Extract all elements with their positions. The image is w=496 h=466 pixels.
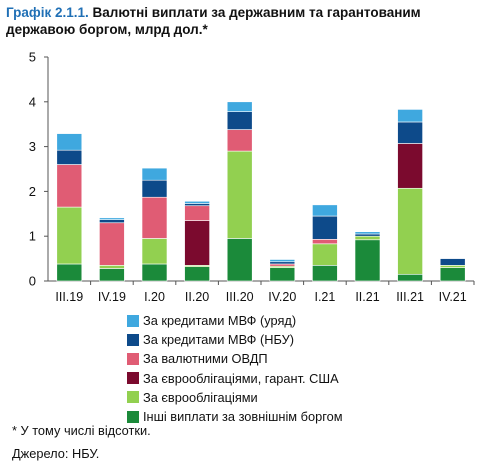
bar-segment xyxy=(269,263,296,267)
bar-segment xyxy=(56,164,83,208)
bar-segment xyxy=(141,196,168,239)
legend-label: За кредитами МВФ (НБУ) xyxy=(143,332,294,348)
bar-segment xyxy=(312,239,338,245)
bar-segment xyxy=(397,109,423,123)
bar-segment xyxy=(312,265,338,282)
legend-label: За єврооблігаціями xyxy=(143,389,258,405)
x-tick-label: III.20 xyxy=(226,290,254,304)
x-tick-label: II.20 xyxy=(185,290,209,304)
bar-segment xyxy=(397,143,423,189)
y-tick-label: 2 xyxy=(29,184,36,199)
bar-segment xyxy=(269,259,296,263)
legend-swatch xyxy=(127,352,139,365)
y-tick-label: 5 xyxy=(29,50,36,65)
bar-segment xyxy=(312,215,338,240)
stacked-bar-chart: 0 1 2 3 4 5 III.19 IV.19 I.20 II.20 III.20 IV.20 I.2… xyxy=(29,50,475,304)
bar-segment xyxy=(226,150,253,239)
x-tick-label: IV.21 xyxy=(439,290,467,304)
x-tick-label: III.19 xyxy=(55,290,83,304)
bar-segment xyxy=(312,243,338,266)
x-tick-label: II.21 xyxy=(355,290,379,304)
y-tick-label: 0 xyxy=(29,274,36,289)
bar-segment xyxy=(439,258,466,266)
chart-title-text: Валютні виплати за державним та гарантов… xyxy=(6,5,421,37)
bar-segment xyxy=(99,219,125,224)
legend-item: За єврооблігаціями, гарант. США xyxy=(127,369,343,388)
legend-swatch xyxy=(127,391,139,404)
bar-segment xyxy=(56,149,83,165)
legend-label: За кредитами МВФ (уряд) xyxy=(143,313,297,329)
bar-segment xyxy=(354,231,381,235)
bar-segment xyxy=(184,200,210,204)
legend-label: За валютними ОВДП xyxy=(143,351,268,367)
x-tick-label: IV.20 xyxy=(268,290,296,304)
legend-item: За кредитами МВФ (уряд) xyxy=(127,311,343,330)
chart-title-number: Графік 2.1.1. xyxy=(6,5,89,20)
bar-segment xyxy=(184,220,210,266)
bar-segment xyxy=(226,129,253,152)
x-tick-label: I.20 xyxy=(144,290,165,304)
bar-segment xyxy=(354,239,381,282)
bar-segment xyxy=(226,111,253,130)
legend-label: За єврооблігаціями, гарант. США xyxy=(143,370,339,386)
bar-segment xyxy=(99,217,125,220)
source-note: Джерело: НБУ. xyxy=(12,446,100,461)
bar-segment xyxy=(354,235,381,241)
legend-item: За єврооблігаціями xyxy=(127,388,343,407)
bar-segment xyxy=(56,263,83,282)
bar-segment xyxy=(184,266,210,282)
bar-segment xyxy=(184,205,210,221)
bar-segment xyxy=(312,204,338,217)
legend-item: Інші виплати за зовнішнім боргом xyxy=(127,407,343,426)
legend-swatch xyxy=(127,410,139,423)
x-tick-label: IV.19 xyxy=(98,290,126,304)
bar-segment xyxy=(397,187,423,275)
bar-segment xyxy=(269,267,296,282)
legend-swatch xyxy=(127,372,139,385)
bar-segment xyxy=(397,273,423,282)
bar-segment xyxy=(56,206,83,265)
bar-segment xyxy=(184,203,210,207)
bar-segment xyxy=(141,167,168,181)
y-tick-label: 1 xyxy=(29,229,36,244)
bar-segment xyxy=(99,265,125,269)
bar-segment xyxy=(439,267,466,282)
bar-segment xyxy=(141,263,168,282)
bar-segment xyxy=(269,261,296,265)
bar-segment xyxy=(99,268,125,282)
legend-item: За валютними ОВДП xyxy=(127,349,343,368)
y-tick-label: 3 xyxy=(29,139,36,154)
footnote: * У тому числі відсотки. xyxy=(12,423,151,438)
bar-segment xyxy=(56,133,83,151)
bar-segment xyxy=(397,121,423,144)
legend-item: За кредитами МВФ (НБУ) xyxy=(127,330,343,349)
legend-swatch xyxy=(127,333,139,346)
bar-segment xyxy=(99,222,125,266)
chart-legend: За кредитами МВФ (уряд) За кредитами МВФ … xyxy=(127,311,343,426)
bar-segment xyxy=(354,233,381,237)
chart-title: Графік 2.1.1. Валютні виплати за державн… xyxy=(6,4,492,38)
bar-segment xyxy=(226,101,253,112)
bar-segment xyxy=(141,238,168,265)
x-tick-label: III.21 xyxy=(396,290,424,304)
y-tick-label: 4 xyxy=(29,94,36,109)
bar-segment xyxy=(141,179,168,198)
x-tick-label: I.21 xyxy=(314,290,335,304)
legend-swatch xyxy=(127,314,139,327)
bar-segment xyxy=(439,265,466,268)
legend-label: Інші виплати за зовнішнім боргом xyxy=(143,409,343,425)
bar-segment xyxy=(226,238,253,282)
